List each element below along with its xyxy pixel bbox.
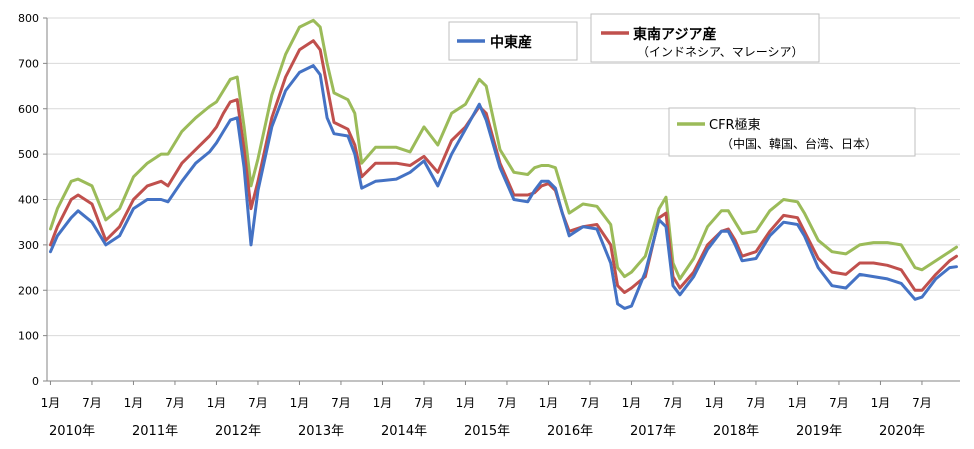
x-month-label: 7月 (165, 396, 185, 410)
y-tick-label: 100 (18, 330, 39, 343)
y-tick-label: 700 (18, 57, 39, 70)
x-year-label: 2013年 (298, 424, 344, 439)
x-month-label: 1月 (456, 396, 476, 410)
x-month-label: 1月 (124, 396, 144, 410)
y-tick-label: 600 (18, 103, 39, 116)
x-month-label: 1月 (290, 396, 310, 410)
x-year-label: 2014年 (381, 424, 427, 439)
legend-middle-east: 中東産 (448, 21, 578, 61)
legend-label-southeast-asia: 東南アジア産 (633, 26, 716, 43)
legend-box-cfr (668, 107, 916, 157)
series-line-southeast-asia (49, 39, 958, 294)
legend-cfr: CFR極東 （中国、韓国、台湾、日本） (668, 107, 916, 157)
legend-label-middle-east: 中東産 (490, 34, 532, 51)
x-month-label: 1月 (539, 396, 559, 410)
x-month-label: 7月 (746, 396, 766, 410)
x-year-label: 2011年 (132, 424, 178, 439)
x-year-label: 2019年 (796, 424, 842, 439)
y-tick-label: 0 (32, 375, 39, 388)
x-month-label: 7月 (829, 396, 849, 410)
x-axis-ticks: 1月 7月 2010年 1月 7月 2011年 1月 7月 2012年 1月 7月 2013年 1月 7月… (41, 381, 932, 439)
series-lines (49, 18, 958, 310)
x-month-label: 7月 (82, 396, 102, 410)
legend-box-southeast-asia (590, 13, 820, 63)
series-line-cfr (49, 18, 958, 281)
y-axis-tick-labels: 0 100 200 300 400 500 600 700 800 (18, 12, 39, 388)
x-month-label: 1月 (622, 396, 642, 410)
legend-label-cfr: CFR極東 (709, 117, 761, 133)
x-month-label: 7月 (248, 396, 268, 410)
x-year-label: 2018年 (713, 424, 759, 439)
x-month-label: 7月 (414, 396, 434, 410)
x-month-label: 1月 (788, 396, 808, 410)
legend-note-southeast-asia: （インドネシア、マレーシア） (637, 45, 804, 59)
x-year-label: 2015年 (464, 424, 510, 439)
x-month-label: 1月 (373, 396, 393, 410)
x-month-label: 1月 (705, 396, 725, 410)
y-tick-label: 200 (18, 284, 39, 297)
x-month-label: 1月 (207, 396, 227, 410)
x-year-label: 2017年 (630, 424, 676, 439)
x-month-label: 1月 (871, 396, 891, 410)
y-tick-label: 500 (18, 148, 39, 161)
x-month-label: 1月 (41, 396, 61, 410)
x-month-label: 7月 (580, 396, 600, 410)
x-year-label: 2016年 (547, 424, 593, 439)
x-year-label: 2012年 (215, 424, 261, 439)
x-year-label: 2010年 (49, 424, 95, 439)
y-tick-label: 800 (18, 12, 39, 25)
x-month-label: 7月 (912, 396, 932, 410)
x-month-label: 7月 (497, 396, 517, 410)
y-tick-label: 400 (18, 194, 39, 207)
y-gridlines (43, 17, 960, 382)
series-line-middle-east (49, 64, 958, 310)
y-tick-label: 300 (18, 239, 39, 252)
legend-note-cfr: （中国、韓国、台湾、日本） (721, 136, 877, 151)
x-month-label: 7月 (331, 396, 351, 410)
legend-southeast-asia: 東南アジア産 （インドネシア、マレーシア） (590, 13, 820, 63)
x-year-label: 2020年 (879, 424, 925, 439)
x-month-label: 7月 (663, 396, 683, 410)
